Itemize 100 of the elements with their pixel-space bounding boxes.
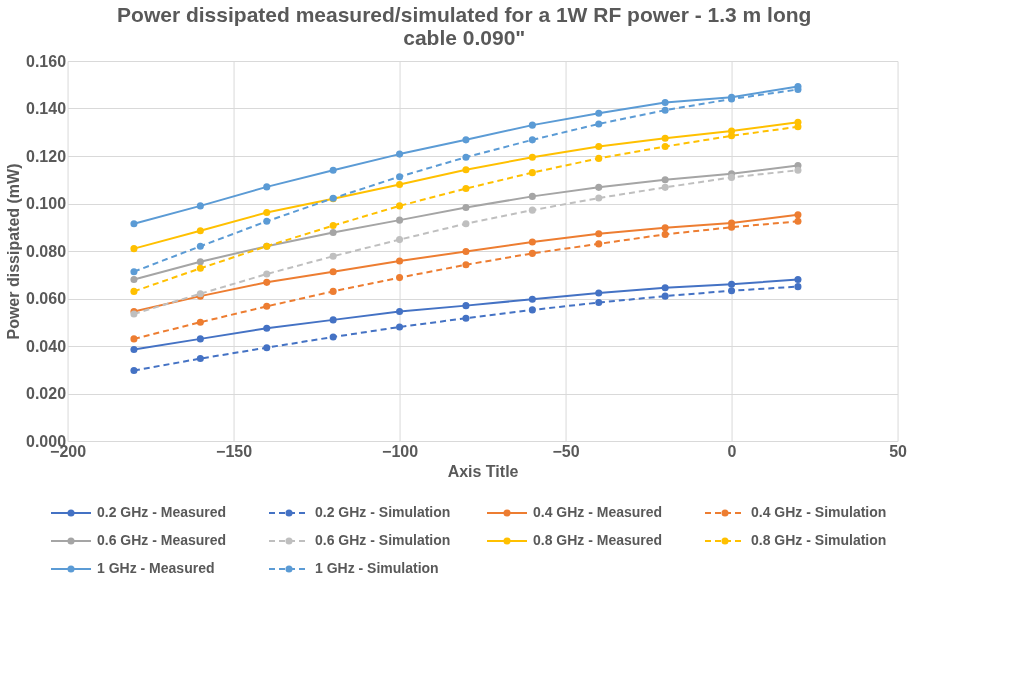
point xyxy=(528,295,536,303)
point xyxy=(462,302,470,310)
point xyxy=(595,142,603,151)
point xyxy=(396,180,404,189)
y-tick-label: 0.140 xyxy=(26,100,67,117)
x-tick-label: 50 xyxy=(889,442,908,460)
point xyxy=(130,366,138,374)
point xyxy=(263,302,271,310)
point xyxy=(794,217,802,225)
point xyxy=(794,166,802,174)
x-tick-label: −50 xyxy=(552,442,580,460)
x-axis-title: Axis Title xyxy=(447,462,519,480)
point xyxy=(462,185,470,193)
point xyxy=(528,153,536,161)
point xyxy=(595,194,603,202)
point xyxy=(263,344,271,352)
legend-label: 0.4 GHz - Simulation xyxy=(751,504,887,520)
point xyxy=(196,264,204,272)
point xyxy=(462,204,470,212)
point xyxy=(196,355,204,363)
x-tick-label: −150 xyxy=(216,442,253,460)
point xyxy=(661,134,669,142)
point xyxy=(462,261,470,269)
point xyxy=(661,183,669,191)
point xyxy=(595,230,603,238)
chart-title: Power dissipated measured/simulated for a 1W RF power - 1.3 m long cable 0.090" xyxy=(117,3,812,49)
point xyxy=(130,335,138,343)
point xyxy=(263,183,271,191)
point xyxy=(528,238,536,246)
y-tick-label: 0.100 xyxy=(26,195,67,212)
point xyxy=(396,308,404,316)
point xyxy=(595,109,603,117)
point xyxy=(396,323,404,331)
legend-label: 0.6 GHz - Measured xyxy=(97,532,227,548)
legend-label: 0.8 GHz - Simulation xyxy=(751,532,887,548)
point xyxy=(263,209,271,217)
point xyxy=(528,206,536,214)
point xyxy=(196,242,204,250)
point xyxy=(794,123,802,131)
point xyxy=(462,153,470,161)
point xyxy=(396,202,404,210)
point xyxy=(528,306,536,314)
point xyxy=(728,132,736,140)
y-tick-label: 0.020 xyxy=(26,385,67,402)
point xyxy=(196,318,204,326)
point xyxy=(528,136,536,144)
point xyxy=(196,335,204,343)
point xyxy=(329,287,337,295)
point xyxy=(329,222,337,230)
legend-label: 0.4 GHz - Measured xyxy=(533,504,663,520)
point xyxy=(396,257,404,265)
point xyxy=(794,211,802,219)
point xyxy=(329,316,337,324)
point xyxy=(130,346,138,354)
point xyxy=(196,202,204,210)
point xyxy=(462,136,470,144)
x-tick-label: 0 xyxy=(727,442,737,460)
point xyxy=(329,333,337,341)
point xyxy=(528,192,536,200)
point xyxy=(396,150,404,158)
point xyxy=(263,270,271,278)
point xyxy=(462,247,470,255)
point xyxy=(661,176,669,184)
point xyxy=(329,166,337,174)
point xyxy=(329,228,337,236)
point xyxy=(595,183,603,191)
point xyxy=(661,99,669,107)
point xyxy=(595,154,603,162)
point xyxy=(396,173,404,181)
y-tick-label: 0.080 xyxy=(26,242,67,260)
point xyxy=(196,258,204,266)
point xyxy=(196,227,204,235)
point xyxy=(462,220,470,228)
point xyxy=(528,121,536,129)
y-tick-label: 0.040 xyxy=(26,337,67,355)
point xyxy=(329,268,337,276)
point xyxy=(130,275,138,284)
point xyxy=(595,289,603,297)
point xyxy=(595,120,603,128)
point xyxy=(396,216,404,224)
point xyxy=(263,324,271,332)
point xyxy=(794,275,802,284)
point xyxy=(462,314,470,322)
legend-label: 0.2 GHz - Simulation xyxy=(315,504,451,520)
point xyxy=(595,299,603,307)
point xyxy=(329,252,337,260)
point xyxy=(263,278,271,286)
legend-label: 0.2 GHz - Measured xyxy=(97,504,227,520)
point xyxy=(595,240,603,248)
y-axis-title: Power dissipated (mW) xyxy=(5,163,23,340)
point xyxy=(528,249,536,257)
y-tick-label: 0.120 xyxy=(26,147,67,165)
legend-label: 0.8 GHz - Measured xyxy=(533,532,663,548)
point xyxy=(396,236,404,244)
point xyxy=(130,220,138,228)
point xyxy=(130,287,138,295)
x-tick-label: −100 xyxy=(382,442,419,460)
point xyxy=(661,142,669,151)
point xyxy=(528,169,536,177)
y-tick-label: 0.160 xyxy=(26,52,67,70)
